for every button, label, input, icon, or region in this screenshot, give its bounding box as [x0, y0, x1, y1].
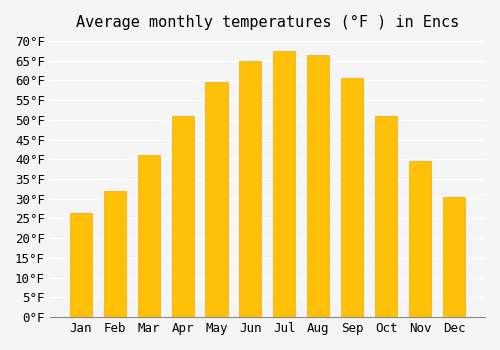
- Bar: [409, 161, 432, 317]
- Bar: [206, 82, 228, 317]
- Bar: [375, 116, 398, 317]
- Bar: [104, 191, 126, 317]
- Bar: [274, 51, 295, 317]
- Bar: [443, 197, 465, 317]
- Title: Average monthly temperatures (°F ) in Encs: Average monthly temperatures (°F ) in En…: [76, 15, 459, 30]
- Bar: [70, 212, 92, 317]
- Bar: [240, 61, 262, 317]
- Bar: [308, 55, 330, 317]
- Bar: [342, 78, 363, 317]
- Bar: [138, 155, 160, 317]
- Bar: [172, 116, 194, 317]
